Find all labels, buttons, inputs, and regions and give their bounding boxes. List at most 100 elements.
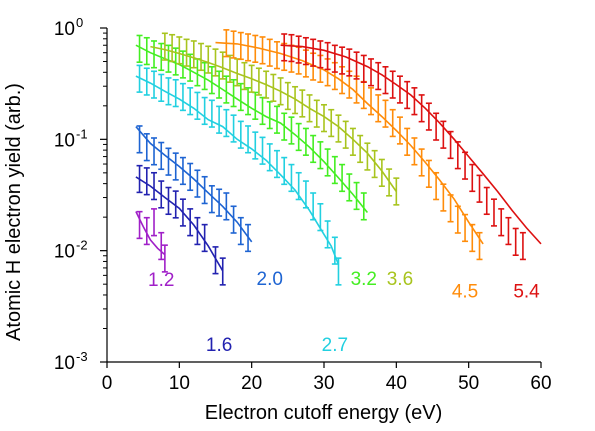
fit-line	[215, 41, 484, 245]
data-point	[371, 149, 378, 179]
data-point	[505, 216, 512, 246]
data-point	[368, 87, 375, 116]
data-point	[433, 171, 440, 201]
data-point	[136, 34, 143, 63]
fit-line	[135, 75, 340, 265]
data-point	[219, 51, 226, 80]
data-point	[357, 134, 364, 164]
data-point	[143, 216, 150, 246]
data-point	[360, 54, 367, 83]
data-point	[375, 94, 382, 123]
data-point	[295, 171, 302, 201]
data-point	[179, 156, 186, 186]
data-point	[476, 231, 483, 261]
data-point	[299, 89, 306, 118]
data-point	[483, 186, 490, 216]
data-point	[335, 114, 342, 143]
data-point	[396, 75, 403, 104]
data-point	[252, 34, 259, 63]
data-point	[353, 51, 360, 80]
series-1.6: 1.6	[135, 164, 232, 356]
data-point	[151, 208, 158, 237]
data-point	[411, 137, 418, 166]
data-point	[205, 45, 212, 74]
data-point	[389, 108, 396, 138]
data-point	[418, 94, 425, 123]
data-point	[360, 192, 367, 221]
data-point	[230, 30, 237, 59]
data-point	[302, 36, 309, 66]
data-point	[433, 112, 440, 141]
series-label: 4.5	[452, 281, 478, 302]
data-point	[382, 66, 389, 95]
data-point	[447, 194, 454, 223]
data-point	[143, 67, 150, 96]
y-tick-exponent: -1	[76, 126, 88, 141]
data-point	[386, 168, 393, 197]
data-point	[425, 159, 432, 188]
x-tick-label: 60	[530, 373, 551, 394]
data-point	[310, 192, 317, 221]
x-tick-label: 50	[458, 373, 479, 394]
data-point	[223, 192, 230, 221]
data-point	[346, 173, 353, 202]
data-point	[172, 190, 179, 219]
data-point	[462, 151, 469, 180]
data-point	[266, 100, 273, 130]
data-point	[346, 48, 353, 77]
fit-line	[280, 44, 542, 245]
data-point	[151, 137, 158, 166]
data-point	[198, 42, 205, 72]
data-point	[179, 198, 186, 227]
data-point	[187, 87, 194, 116]
data-point	[237, 216, 244, 246]
data-point	[201, 223, 208, 253]
data-point	[165, 186, 172, 216]
data-point	[187, 162, 194, 192]
data-point	[447, 130, 454, 160]
data-point	[288, 163, 295, 193]
data-point	[270, 73, 277, 103]
data-point	[259, 136, 266, 165]
x-tick-label: 40	[386, 373, 407, 394]
data-point	[281, 112, 288, 141]
data-point	[353, 75, 360, 104]
data-point	[259, 96, 266, 126]
x-tick-label: 10	[169, 373, 190, 394]
data-point	[281, 33, 288, 62]
series-5.4: 5.4	[280, 33, 542, 302]
data-point	[317, 141, 324, 170]
data-point	[136, 210, 143, 240]
data-point	[331, 236, 338, 265]
data-point	[335, 257, 342, 286]
data-point	[208, 185, 215, 214]
series-label: 2.7	[322, 335, 348, 356]
series-label: 5.4	[513, 281, 540, 302]
data-point	[179, 50, 186, 79]
data-point	[183, 38, 190, 67]
data-point	[230, 114, 237, 143]
data-point	[223, 108, 230, 138]
data-point	[418, 148, 425, 177]
data-point	[512, 227, 519, 257]
data-point	[288, 116, 295, 145]
data-point	[324, 148, 331, 177]
data-point	[201, 61, 208, 91]
data-point	[136, 125, 143, 154]
data-point	[368, 58, 375, 87]
data-point	[143, 167, 150, 196]
data-point	[212, 48, 219, 77]
data-point	[382, 99, 389, 128]
y-tick-label: 10	[54, 353, 75, 374]
series-1.2: 1.2	[135, 208, 174, 291]
data-point	[389, 70, 396, 99]
data-point	[252, 91, 259, 120]
data-point	[237, 82, 244, 112]
data-point	[172, 78, 179, 108]
data-point	[273, 41, 280, 70]
data-point	[212, 246, 219, 275]
data-point	[187, 53, 194, 82]
fit-line	[135, 44, 369, 214]
series-label: 1.2	[148, 270, 174, 291]
